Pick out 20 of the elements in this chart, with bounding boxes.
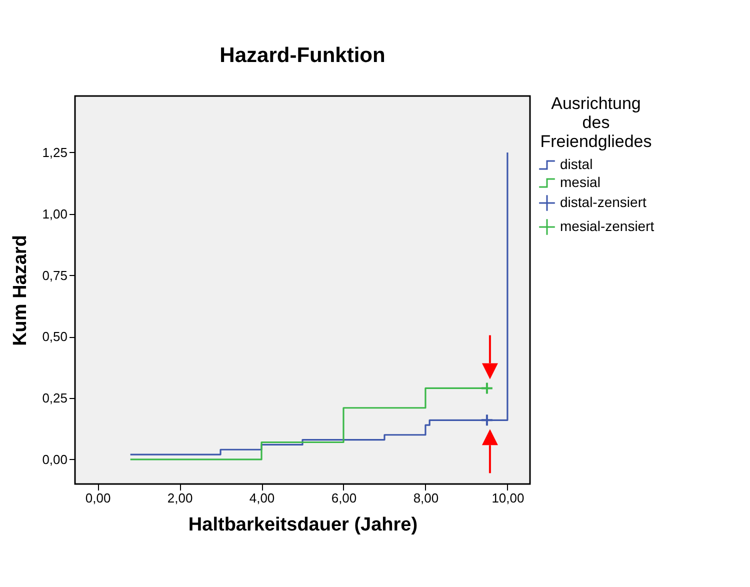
legend-label: distal bbox=[560, 156, 593, 172]
x-tick-label: 10,00 bbox=[492, 490, 524, 506]
legend-label: mesial-zensiert bbox=[560, 218, 654, 234]
x-tick-label: 4,00 bbox=[249, 490, 275, 506]
x-tick-label: 0,00 bbox=[85, 490, 111, 506]
y-tick-label: 0,50 bbox=[42, 329, 68, 344]
legend-label: mesial bbox=[560, 174, 600, 190]
y-tick-label: 0,25 bbox=[42, 390, 68, 406]
y-tick-label: 0,00 bbox=[42, 452, 68, 467]
x-tick-label: 8,00 bbox=[413, 490, 439, 506]
y-tick-label: 1,25 bbox=[42, 144, 68, 160]
y-axis-title: Kum Hazard bbox=[10, 235, 32, 346]
chart-title: Hazard-Funktion bbox=[220, 44, 386, 67]
legend-title: Ausrichtung des Freiendgliedes bbox=[540, 94, 652, 151]
x-axis-title: Haltbarkeitsdauer (Jahre) bbox=[188, 514, 418, 536]
y-tick-label: 1,00 bbox=[42, 206, 68, 222]
y-tick-label: 0,75 bbox=[42, 268, 68, 283]
x-tick-label: 6,00 bbox=[331, 490, 357, 506]
legend-label: distal-zensiert bbox=[560, 194, 646, 210]
x-tick-label: 2,00 bbox=[167, 490, 193, 506]
